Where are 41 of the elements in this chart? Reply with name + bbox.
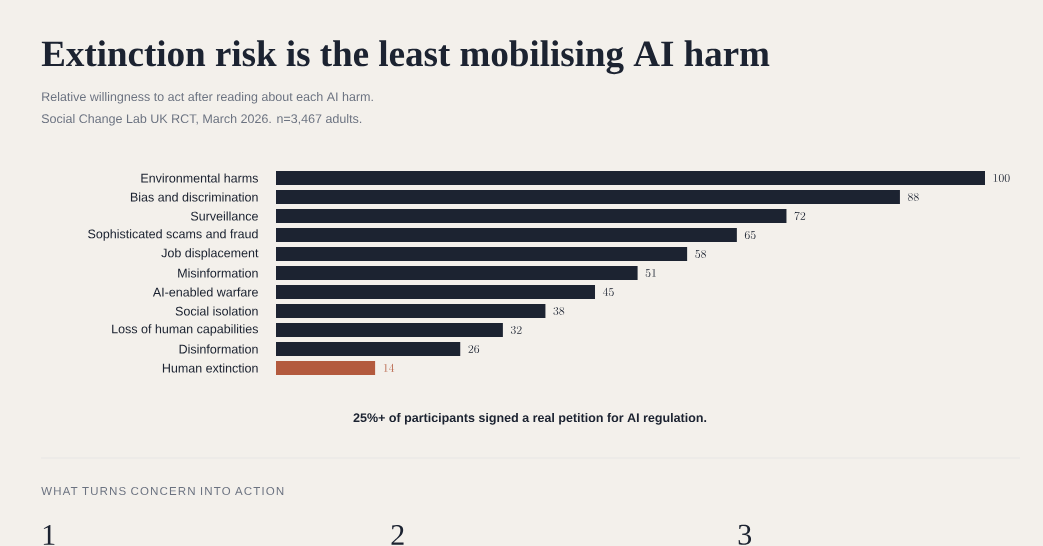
bar [276, 247, 688, 261]
bar [276, 266, 638, 280]
data-label: 14 [383, 363, 395, 372]
y-tick-label: Misinformation [178, 268, 258, 278]
data-label: 58 [695, 249, 707, 259]
bar [276, 342, 461, 356]
chart-title: Extinction risk is the least mobilising AI harm [41, 40, 770, 75]
text: 25%+ of participants signed a real petition for AI regulation. [353, 412, 707, 425]
data-label: 88 [907, 192, 919, 202]
data-label: 26 [468, 344, 480, 354]
bar [276, 285, 596, 299]
data-label: 32 [510, 325, 522, 335]
y-tick-label: Bias and discrimination [130, 192, 258, 202]
text: 1 [43, 524, 55, 545]
data-label: 51 [645, 268, 656, 278]
data-label: 72 [794, 211, 806, 221]
data-label: 45 [602, 287, 614, 297]
y-tick-label: Sophisticated scams and fraud [88, 229, 258, 241]
bar [276, 209, 787, 223]
data-label: 100 [993, 173, 1010, 183]
y-tick-label: Environmental harms [141, 173, 258, 183]
data-label: 38 [553, 306, 565, 316]
bar [276, 228, 737, 242]
y-tick-label: Social isolation [175, 306, 258, 316]
text: 2 [391, 524, 404, 545]
y-tick-label: Job displacement [161, 248, 259, 260]
text: WHAT TURNS CONCERN INTO ACTION [41, 486, 284, 496]
bar [276, 361, 376, 375]
chart-subtitle: Relative willingness to act after reading about each AI harm. [42, 91, 373, 104]
y-tick-label: Loss of human capabilities [112, 324, 258, 336]
y-tick-label: AI-enabled warfare [152, 287, 258, 297]
y-tick-label: Disinformation [179, 344, 258, 354]
y-tick-label: Surveillance [190, 211, 258, 221]
bar [276, 323, 503, 337]
bar [276, 171, 986, 185]
bar [276, 304, 546, 318]
text: 3 [738, 524, 752, 545]
text: Social Change Lab UK RCT, March 2026. n=3,467 adults. [41, 113, 362, 126]
bar [276, 190, 900, 204]
data-label: 65 [744, 230, 756, 240]
y-tick-label: Human extinction [162, 363, 258, 373]
